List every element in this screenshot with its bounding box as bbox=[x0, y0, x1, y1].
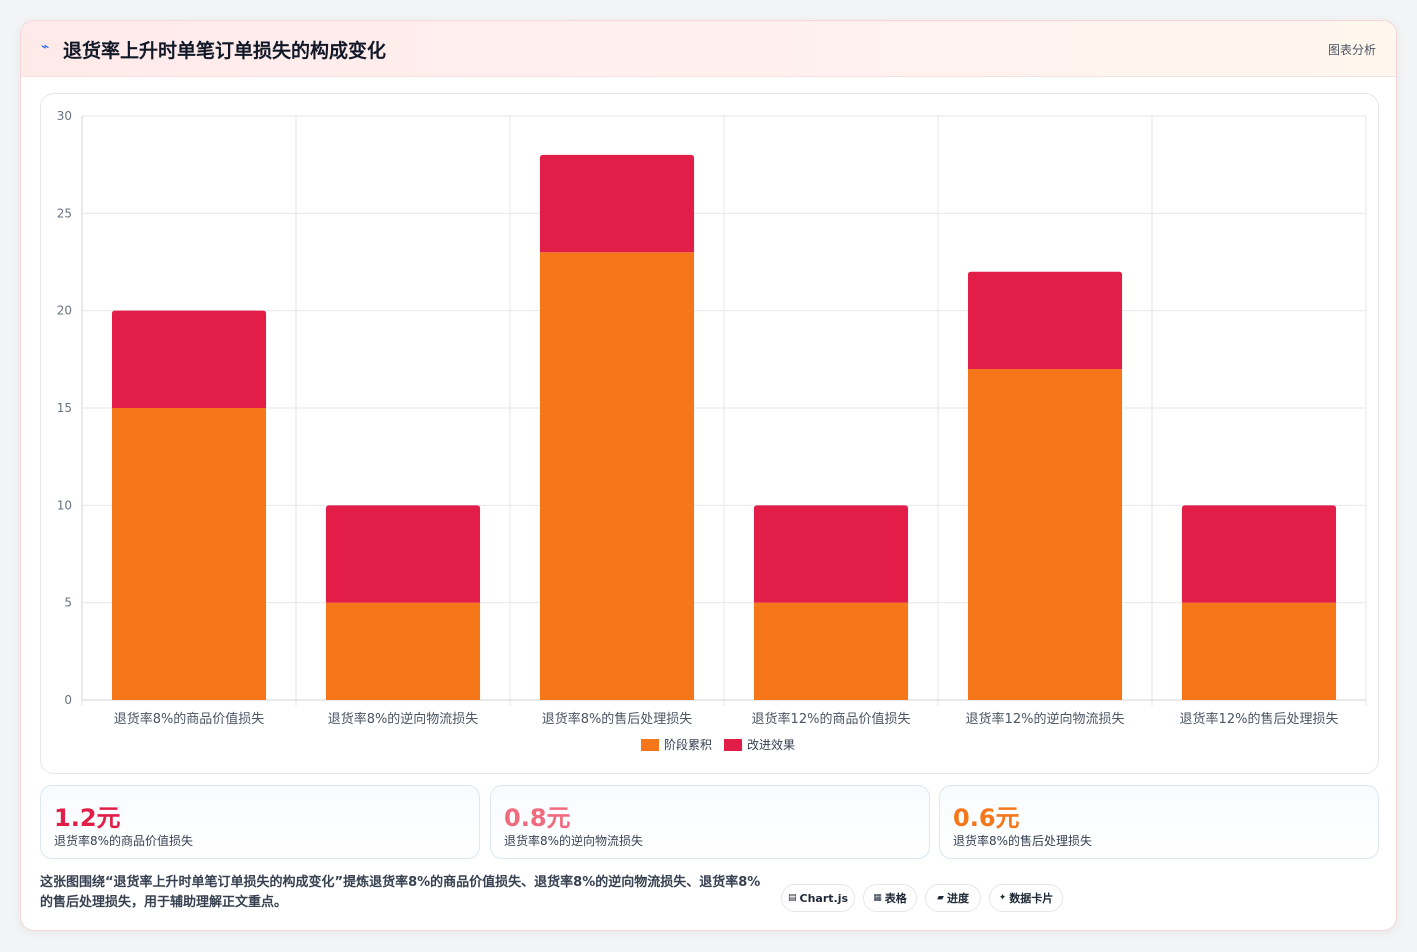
stacked-bar-chart: 0 5 10 15 20 25 30 退货率8%的商品价值损失 退货率8%的逆向物流损失 退货率8… bbox=[57, 109, 1367, 752]
x-tick-label: 退货率12%的商品价值损失 bbox=[752, 711, 911, 727]
kpi-label: 退货率8%的逆向物流损失 bbox=[504, 834, 644, 848]
pill-data-card[interactable]: ✦ 数据卡片 bbox=[989, 884, 1063, 912]
pill-chartjs[interactable]: ▤ Chart.js bbox=[781, 884, 855, 912]
y-tick-label: 10 bbox=[57, 498, 72, 512]
progress-icon: ▰ bbox=[937, 893, 944, 903]
bar-segment bbox=[1181, 505, 1337, 603]
legend-label: 阶段累积 bbox=[664, 737, 712, 752]
kpi-label: 退货率8%的商品价值损失 bbox=[54, 834, 194, 848]
pill-label: 数据卡片 bbox=[1009, 892, 1054, 905]
y-tick-label: 30 bbox=[57, 109, 72, 123]
kpi-value: 0.8元 bbox=[504, 804, 571, 832]
chart-icon: ▤ bbox=[787, 893, 797, 903]
bar-segment bbox=[325, 505, 481, 603]
bar-segment bbox=[1181, 602, 1337, 700]
y-tick-label: 25 bbox=[57, 206, 72, 220]
table-icon: ▦ bbox=[873, 893, 882, 903]
bar-segment bbox=[539, 154, 695, 253]
y-tick-label: 5 bbox=[64, 596, 72, 610]
card-header: ⌁ 退货率上升时单笔订单损失的构成变化 图表分析 bbox=[21, 21, 1396, 77]
y-tick-label: 20 bbox=[57, 304, 72, 318]
legend-swatch bbox=[641, 739, 659, 751]
pill-table[interactable]: ▦ 表格 bbox=[863, 884, 917, 912]
x-tick-label: 退货率8%的售后处理损失 bbox=[542, 711, 693, 727]
x-tick-label: 退货率12%的逆向物流损失 bbox=[966, 711, 1125, 727]
header-tag: 图表分析 bbox=[1327, 43, 1376, 57]
kpi-card-2: 0.8元 退货率8%的逆向物流损失 bbox=[490, 785, 930, 859]
bar-segment bbox=[753, 505, 909, 603]
summary-text: 这张图围绕“退货率上升时单笔订单损失的构成变化”提炼退货率8%的商品价值损失、退… bbox=[40, 875, 761, 910]
chart-card: ⌁ 退货率上升时单笔订单损失的构成变化 图表分析 0 5 10 15 20 25 30 退货率… bbox=[20, 20, 1397, 931]
bar-segment bbox=[967, 271, 1123, 370]
pill-label: Chart.js bbox=[799, 891, 849, 905]
x-tick-label: 退货率8%的商品价值损失 bbox=[114, 711, 265, 727]
kpi-value: 0.6元 bbox=[953, 804, 1020, 832]
pill-label: 表格 bbox=[884, 892, 907, 905]
y-tick-label: 15 bbox=[57, 401, 72, 415]
pill-label: 进度 bbox=[946, 892, 969, 905]
pill-progress[interactable]: ▰ 进度 bbox=[925, 884, 981, 912]
bar-segment bbox=[539, 252, 695, 700]
kpi-card-3: 0.6元 退货率8%的售后处理损失 bbox=[939, 785, 1379, 859]
kpi-value: 1.2元 bbox=[54, 804, 121, 832]
bar-segment bbox=[325, 602, 481, 700]
sparkle-icon: ✦ bbox=[998, 893, 1007, 903]
bar-segment bbox=[967, 369, 1123, 700]
y-tick-label: 0 bbox=[64, 693, 72, 707]
kpi-card-1: 1.2元 退货率8%的商品价值损失 bbox=[40, 785, 480, 859]
pulse-icon: ⌁ bbox=[41, 39, 50, 55]
chart-container: 0 5 10 15 20 25 30 退货率8%的商品价值损失 退货率8%的逆向物流损失 退货率8… bbox=[40, 93, 1379, 774]
legend-swatch bbox=[724, 739, 742, 751]
kpi-label: 退货率8%的售后处理损失 bbox=[953, 834, 1093, 848]
legend-label: 改进效果 bbox=[747, 737, 795, 752]
bar-segment bbox=[111, 408, 267, 700]
bar-segment bbox=[111, 310, 267, 408]
page-title: 退货率上升时单笔订单损失的构成变化 bbox=[63, 40, 387, 62]
x-tick-label: 退货率8%的逆向物流损失 bbox=[328, 711, 479, 727]
x-tick-label: 退货率12%的售后处理损失 bbox=[1180, 711, 1339, 727]
bar-segment bbox=[753, 602, 909, 700]
